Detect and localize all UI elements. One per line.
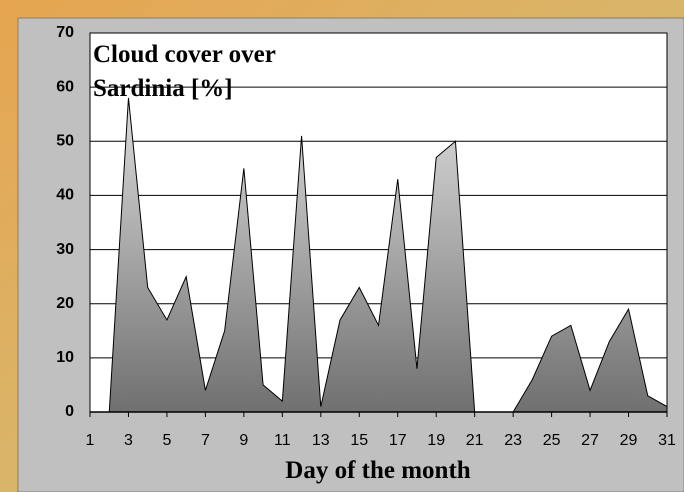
y-tick-label: 50: [56, 133, 74, 150]
x-tick-label: 19: [427, 432, 445, 449]
x-tick-label: 11: [274, 432, 291, 449]
x-tick-label: 23: [504, 432, 522, 449]
x-tick-label: 25: [543, 432, 561, 449]
x-tick-label: 9: [239, 432, 248, 449]
y-tick-label: 70: [56, 24, 74, 41]
x-tick-label: 5: [162, 432, 171, 449]
y-tick-label: 40: [56, 187, 74, 204]
y-tick-label: 60: [56, 78, 74, 95]
x-axis-label: Day of the month: [285, 457, 471, 484]
y-tick-label: 20: [56, 295, 74, 312]
x-tick-label: 3: [124, 432, 133, 449]
x-tick-label: 13: [312, 432, 330, 449]
chart-title: Cloud cover over Sardinia [%]: [93, 38, 323, 106]
x-tick-label: 31: [658, 432, 676, 449]
x-tick-label: 17: [389, 432, 407, 449]
x-tick-label: 15: [350, 432, 368, 449]
x-tick-label: 29: [620, 432, 638, 449]
y-tick-label: 0: [65, 403, 74, 420]
x-tick-label: 27: [581, 432, 599, 449]
page: {"chart_data": {"type": "area", "title":…: [0, 0, 684, 492]
x-tick-label: 7: [201, 432, 210, 449]
y-tick-label: 10: [56, 349, 74, 366]
x-tick-label: 1: [86, 432, 95, 449]
y-tick-label: 30: [56, 241, 74, 258]
x-tick-label: 21: [466, 432, 484, 449]
